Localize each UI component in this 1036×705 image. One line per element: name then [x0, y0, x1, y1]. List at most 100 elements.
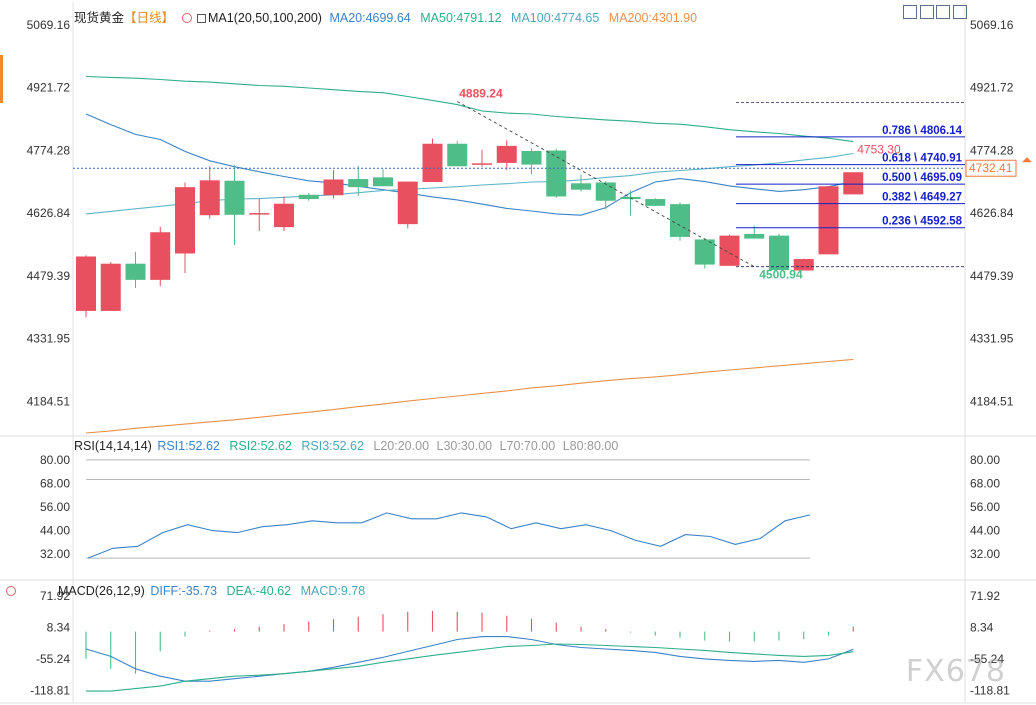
- candle-body: [348, 179, 369, 188]
- candle-body: [645, 199, 666, 206]
- macd-settings-icon[interactable]: [6, 586, 16, 596]
- fib-level-label: 0.382 \ 4649.27: [882, 192, 962, 204]
- fib-trend-line: [457, 101, 755, 268]
- candle-body: [546, 150, 567, 197]
- fib-level-label: 0.618 \ 4740.91: [882, 153, 963, 165]
- macd-y-tick-label-right: -118.81: [970, 684, 1010, 698]
- candle-body: [472, 163, 492, 165]
- fib-level-label: 0.786 \ 4806.14: [882, 125, 963, 137]
- candle-body: [571, 183, 591, 190]
- y-tick-label-left: 5069.16: [27, 18, 71, 32]
- candle-body: [150, 232, 171, 280]
- latest-high-label: 4753.30: [857, 142, 901, 156]
- ma-line-ma200: [85, 358, 854, 434]
- candle-body: [224, 180, 245, 215]
- macd-y-tick-label-right: 71.92: [970, 589, 1000, 603]
- rsi-l70-value: L70:70.00: [499, 439, 556, 453]
- ma-line-ma50: [85, 75, 854, 143]
- y-tick-label-right: 4626.84: [970, 206, 1014, 220]
- y-tick-label-left: 4479.39: [27, 269, 71, 283]
- candle-body: [744, 233, 765, 239]
- macd-diff-line: [85, 636, 854, 682]
- rsi-y-tick-label-right: 32.00: [970, 547, 1000, 561]
- fullscreen-icon[interactable]: [953, 5, 967, 19]
- rsi-l20-value: L20:20.00: [373, 439, 430, 453]
- macd-y-tick-label-left: 71.92: [40, 589, 70, 603]
- candle-body: [199, 180, 220, 216]
- zoom-out-icon[interactable]: [920, 5, 934, 19]
- rsi1-value: RSI1:52.62: [157, 439, 220, 453]
- last-price-value: 4732.41: [969, 161, 1013, 175]
- macd-header: MACD(26,12,9) DIFF:-35.73 DEA:-40.62 MAC…: [6, 584, 365, 598]
- y-tick-label-right: 4331.95: [970, 332, 1014, 346]
- rsi-header: RSI(14,14,14) RSI1:52.62 RSI2:52.62 RSI3…: [74, 439, 618, 453]
- rsi-indicator-label[interactable]: RSI(14,14,14): [74, 439, 152, 453]
- macd-y-tick-label-left: 8.34: [47, 620, 71, 634]
- candle-body: [496, 145, 517, 163]
- y-tick-label-right: 4921.72: [970, 81, 1014, 95]
- y-tick-label-left: 4184.51: [27, 394, 71, 408]
- candle-body: [818, 186, 839, 255]
- candle-body: [521, 150, 542, 165]
- y-tick-label-left: 4626.84: [27, 206, 71, 220]
- rsi-y-tick-label-right: 56.00: [970, 500, 1000, 514]
- candle-body: [397, 181, 418, 225]
- macd-y-tick-label-right: 8.34: [970, 620, 994, 634]
- crosshair-icon[interactable]: [936, 5, 950, 19]
- candle-body: [373, 177, 393, 187]
- low-price-label: 4500.94: [759, 268, 803, 282]
- ma-line-ma20: [85, 113, 854, 216]
- ma200-value: MA200:4301.90: [608, 11, 698, 25]
- candle-body: [175, 187, 195, 254]
- rsi-y-tick-label-right: 80.00: [970, 453, 1000, 467]
- y-tick-label-right: 4479.39: [970, 269, 1014, 283]
- fib-level-label: 0.236 \ 4592.58: [882, 216, 963, 228]
- y-tick-label-right: 4184.51: [970, 394, 1014, 408]
- main-chart-header: 现货黄金【日线】 MA1(20,50,100,200) MA20:4699.64…: [74, 7, 697, 26]
- period-label[interactable]: 【日线】: [124, 11, 175, 25]
- instrument-name: 现货黄金: [74, 11, 125, 25]
- price-alert-icon: [1022, 157, 1032, 163]
- rsi-y-tick-label-right: 44.00: [970, 524, 1000, 538]
- rsi-y-tick-label-left: 56.00: [40, 500, 70, 514]
- macd-hist-value: MACD:9.78: [300, 584, 366, 598]
- indicator-toggle-icon[interactable]: [197, 14, 206, 23]
- rsi-y-tick-label-left: 44.00: [40, 524, 70, 538]
- rsi-y-tick-label-left: 68.00: [40, 476, 70, 490]
- candle-body: [323, 179, 344, 196]
- ma20-value: MA20:4699.64: [329, 11, 411, 25]
- rsi-line: [87, 512, 811, 559]
- candle-body: [793, 259, 814, 271]
- macd-diff-value: DIFF:-35.73: [150, 584, 218, 598]
- rsi3-value: RSI3:52.62: [301, 439, 364, 453]
- rsi-y-tick-label-left: 80.00: [40, 453, 70, 467]
- y-tick-label-right: 5069.16: [970, 18, 1014, 32]
- candle-body: [670, 204, 690, 237]
- candle-body: [298, 194, 319, 200]
- candle-body: [100, 263, 121, 311]
- y-tick-label-left: 4331.95: [27, 332, 71, 346]
- settings-icon[interactable]: [181, 13, 192, 23]
- candle-body: [76, 256, 96, 311]
- candle-body: [719, 235, 740, 266]
- rsi2-value: RSI2:52.62: [229, 439, 292, 453]
- rsi-l80-value: L80:80.00: [562, 439, 619, 453]
- macd-dea-value: DEA:-40.62: [226, 584, 292, 598]
- high-price-label: 4889.24: [459, 87, 503, 101]
- macd-dea-line: [86, 643, 854, 692]
- candle-body: [422, 143, 443, 183]
- zoom-in-icon[interactable]: [903, 5, 917, 19]
- rsi-y-tick-label-left: 32.00: [40, 547, 70, 561]
- y-tick-label-right: 4774.28: [970, 143, 1014, 157]
- candle-body: [595, 182, 616, 201]
- candle-body: [274, 203, 294, 228]
- watermark: FX678: [905, 654, 1006, 689]
- last-price-tag: [965, 159, 1017, 177]
- candle-body: [447, 143, 468, 167]
- left-edge-marker: [0, 55, 3, 103]
- macd-y-tick-label-right: -55.24: [970, 652, 1004, 666]
- ma-indicator-label[interactable]: MA1(20,50,100,200): [208, 11, 322, 25]
- candle-body: [769, 235, 789, 271]
- macd-indicator-label[interactable]: MACD(26,12,9): [58, 584, 145, 598]
